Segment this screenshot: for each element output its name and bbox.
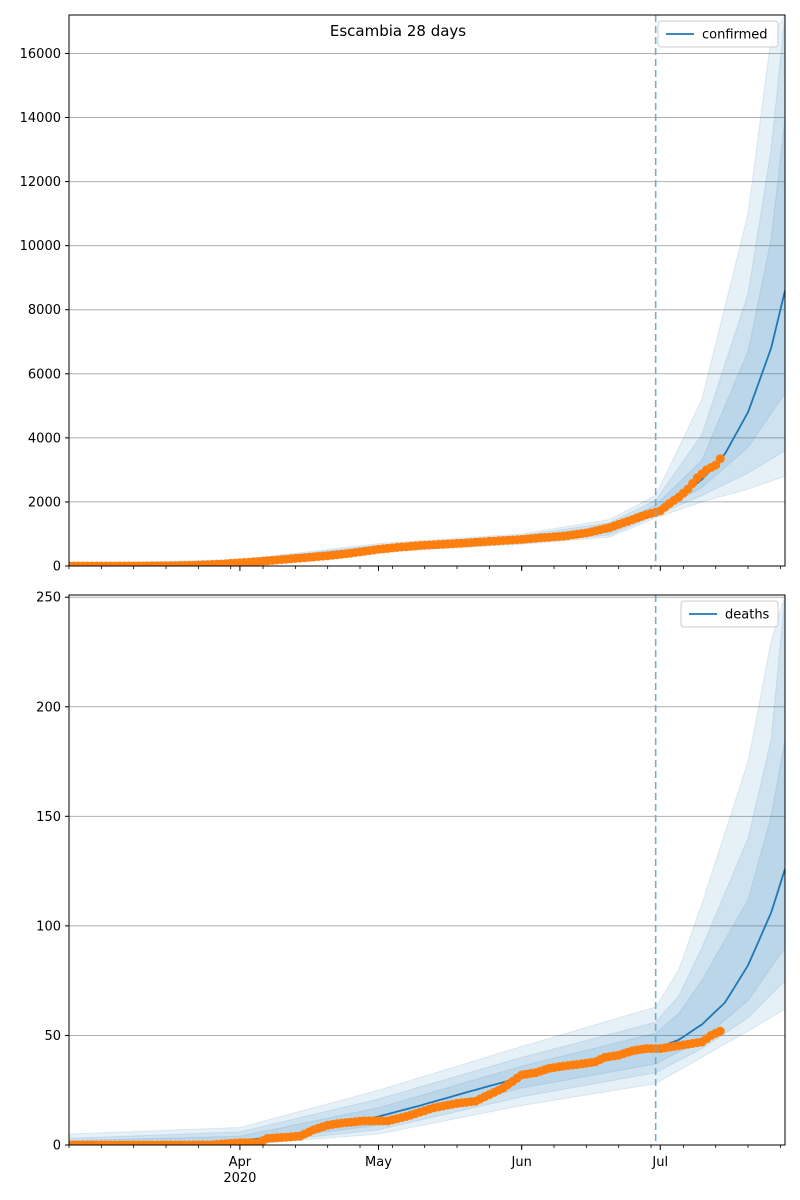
axes-frame bbox=[68, 14, 786, 567]
legend-box bbox=[657, 20, 779, 48]
plot-area bbox=[69, 15, 785, 566]
y-tick-label: 200 bbox=[36, 700, 61, 715]
observed-point bbox=[715, 1026, 725, 1036]
x-tick-label: May bbox=[365, 1155, 392, 1170]
y-tick-label: 16000 bbox=[20, 47, 61, 62]
observed-point bbox=[711, 460, 721, 470]
axes-frame bbox=[68, 594, 786, 1146]
legend: deaths bbox=[680, 600, 779, 628]
legend-box bbox=[680, 600, 779, 628]
confirmed-panel: 0 2000 4000 6000 8000 10000 12000 14000 16000 con… bbox=[20, 14, 786, 575]
y-tick-label: 250 bbox=[36, 591, 61, 606]
x-tick-label: Jun bbox=[511, 1155, 532, 1170]
y-tick-label: 2000 bbox=[28, 495, 61, 510]
x-tick-year-label: 2020 bbox=[223, 1171, 256, 1186]
y-tick-label: 8000 bbox=[28, 303, 61, 318]
legend-label: deaths bbox=[725, 608, 770, 623]
y-tick-label: 50 bbox=[44, 1029, 61, 1044]
legend-label: confirmed bbox=[702, 28, 768, 43]
y-tick-label: 100 bbox=[36, 919, 61, 934]
y-tick-label: 6000 bbox=[28, 367, 61, 382]
observed-point bbox=[715, 454, 725, 464]
y-tick-label: 150 bbox=[36, 810, 61, 825]
y-tick-label: 10000 bbox=[20, 239, 61, 254]
y-tick-label: 0 bbox=[53, 560, 61, 575]
y-tick-label: 14000 bbox=[20, 111, 61, 126]
x-tick-label: Apr bbox=[229, 1155, 252, 1170]
legend: confirmed bbox=[657, 20, 779, 48]
x-tick-label: Jul bbox=[651, 1155, 668, 1170]
y-tick-label: 12000 bbox=[20, 175, 61, 190]
uncertainty-band-1 bbox=[69, 595, 785, 1145]
plot-area bbox=[69, 595, 785, 1145]
model-median-line bbox=[69, 290, 785, 566]
y-tick-label: 4000 bbox=[28, 431, 61, 446]
chart-title: Escambia 28 days bbox=[330, 22, 466, 40]
y-tick-label: 0 bbox=[53, 1139, 61, 1154]
